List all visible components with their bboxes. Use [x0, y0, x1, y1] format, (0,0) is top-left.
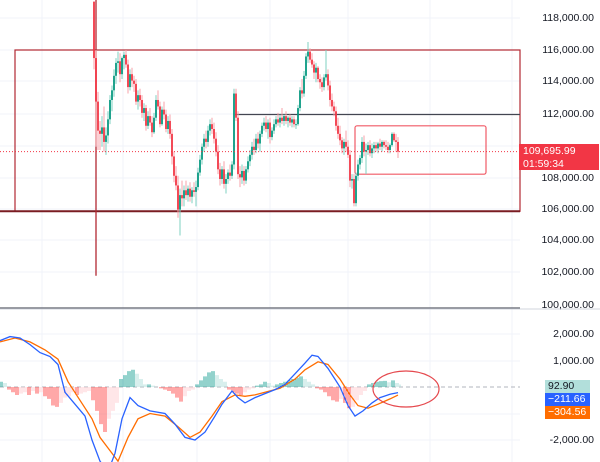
crossover-circle[interactable] [372, 370, 440, 408]
last-price-value: 109,695.99 [523, 145, 576, 157]
consolidation-box[interactable] [354, 125, 487, 175]
price-axis-label: 112,000.00 [542, 108, 594, 120]
macd-axis-label: 1,000.00 [553, 355, 594, 367]
price-axis-label: 102,000.00 [541, 266, 594, 278]
price-axis-label: 106,000.00 [541, 203, 594, 215]
macd-annotations[interactable] [372, 370, 440, 408]
price-axis-label: 108,000.00 [541, 172, 594, 184]
macd-value-tag: −211.66 [545, 393, 590, 406]
price-axis-label: 118,000.00 [542, 12, 594, 24]
candlestick-series [93, 1, 399, 236]
macd-line [0, 335, 399, 462]
macd-axis-label: -2,000.00 [549, 434, 594, 446]
last-price-tag: 109,695.99 01:59:34 [519, 144, 599, 170]
macd-pane [0, 335, 520, 462]
signal-value-tag: −304.56 [545, 406, 590, 419]
signal-line [0, 337, 399, 462]
price-axis-label: 116,000.00 [542, 44, 594, 56]
histogram-value-tag: 92.90 [545, 380, 590, 393]
price-axis-label: 104,000.00 [541, 234, 594, 246]
grid-lines [0, 0, 520, 462]
price-axis-label: 114,000.00 [542, 75, 594, 87]
price-axis-label: 100,000.00 [541, 299, 594, 311]
price-annotations[interactable] [0, 0, 600, 310]
macd-axis-label: 2,000.00 [553, 328, 594, 340]
countdown-timer: 01:59:34 [523, 157, 564, 170]
